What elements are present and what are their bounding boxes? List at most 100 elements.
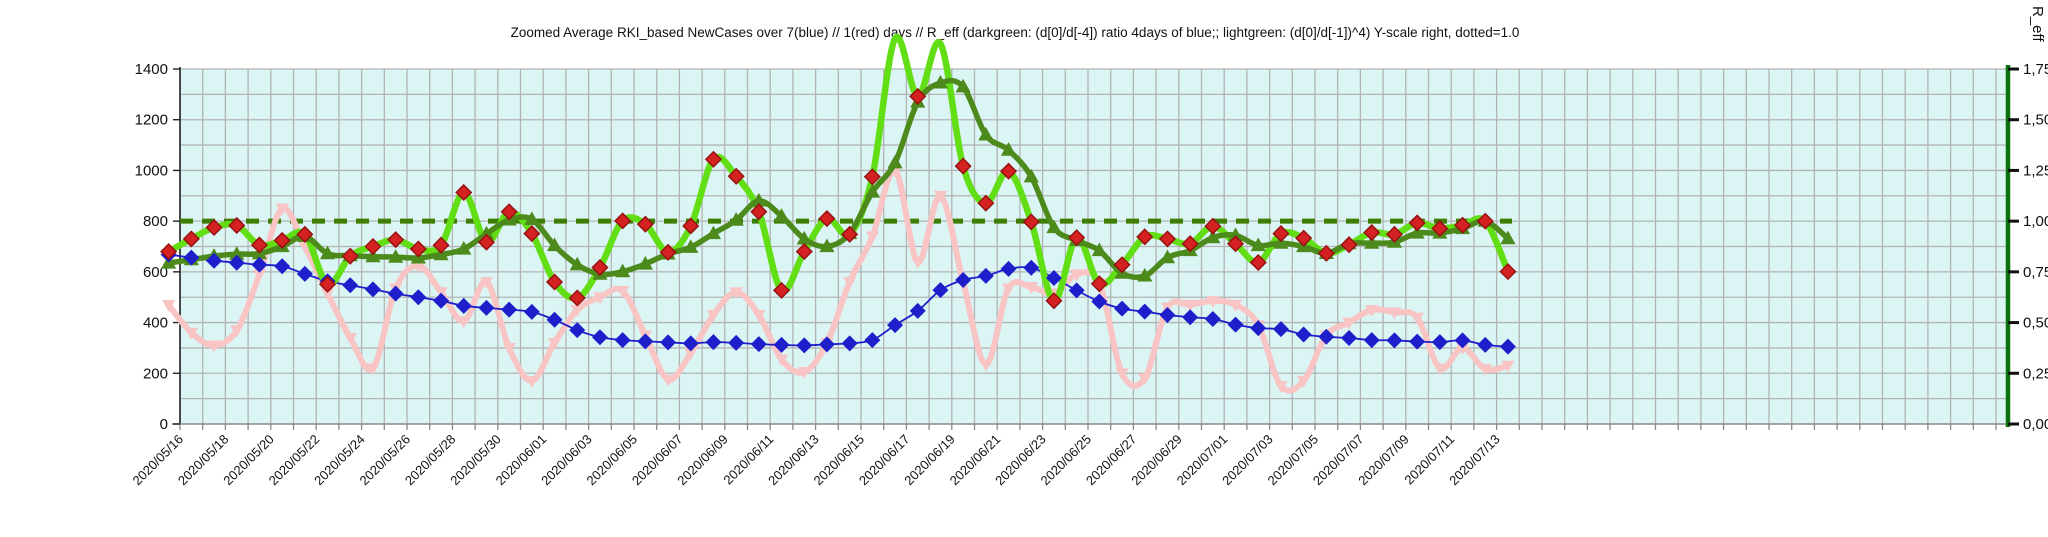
- marker-pink-triangle: [661, 374, 675, 387]
- marker-pink-triangle: [1387, 307, 1402, 320]
- y-tick-label: 1400: [135, 61, 168, 78]
- marker-red-diamond: [1136, 228, 1154, 246]
- marker-pink-triangle: [1342, 317, 1356, 330]
- marker-blue-diamond: [1363, 332, 1380, 349]
- marker-red-diamond: [296, 225, 314, 243]
- marker-darkgreen-triangle: [864, 183, 880, 198]
- marker-red-diamond: [477, 233, 496, 251]
- marker-darkgreen-triangle: [615, 263, 631, 278]
- marker-red-diamond: [1431, 219, 1449, 238]
- marker-pink-triangle: [1228, 299, 1243, 312]
- marker-pink-triangle: [457, 316, 471, 329]
- marker-darkgreen-triangle: [796, 230, 812, 245]
- marker-pink-triangle: [1478, 364, 1492, 376]
- marker-darkgreen-triangle: [932, 74, 949, 89]
- marker-red-diamond: [750, 203, 768, 221]
- marker-red-diamond: [250, 236, 269, 254]
- marker-blue-diamond: [1250, 320, 1267, 337]
- marker-darkgreen-triangle: [819, 238, 835, 253]
- marker-pink-triangle: [1024, 282, 1038, 295]
- marker-blue-diamond: [705, 334, 722, 351]
- marker-pink-triangle: [1433, 363, 1447, 376]
- marker-blue-diamond: [1386, 332, 1403, 349]
- marker-darkgreen-triangle: [456, 241, 472, 255]
- marker-red-diamond: [545, 273, 564, 291]
- marker-red-diamond: [818, 210, 836, 228]
- right-tick-label: 1,00: [2023, 213, 2048, 230]
- marker-red-diamond: [1045, 292, 1063, 310]
- marker-blue-diamond: [206, 252, 223, 269]
- marker-red-diamond: [568, 289, 586, 307]
- marker-darkgreen-triangle: [319, 245, 336, 260]
- marker-red-diamond: [182, 230, 200, 248]
- marker-blue-diamond: [977, 267, 994, 284]
- marker-blue-diamond: [410, 289, 427, 306]
- marker-red-diamond: [1204, 217, 1222, 235]
- marker-blue-diamond: [1091, 293, 1108, 310]
- marker-pink-triangle: [162, 299, 176, 312]
- marker-red-diamond: [1272, 225, 1290, 243]
- marker-red-diamond: [591, 258, 609, 277]
- marker-red-diamond: [999, 162, 1018, 180]
- marker-blue-diamond: [1227, 316, 1244, 333]
- y-tick-label: 400: [143, 315, 168, 332]
- marker-red-diamond: [841, 225, 859, 243]
- marker-pink-triangle: [1138, 373, 1152, 386]
- marker-red-diamond: [909, 87, 927, 105]
- marker-blue-diamond: [228, 254, 245, 271]
- marker-red-diamond: [1181, 235, 1199, 253]
- marker-pink-triangle: [547, 337, 562, 350]
- marker-blue-diamond: [1341, 330, 1358, 347]
- marker-pink-triangle: [1001, 283, 1016, 296]
- marker-darkgreen-triangle: [751, 192, 767, 207]
- marker-pink-triangle: [479, 277, 494, 289]
- marker-red-diamond: [863, 168, 881, 186]
- marker-blue-diamond: [864, 332, 881, 349]
- marker-pink-triangle: [1183, 299, 1197, 312]
- y-tick-label: 0: [160, 416, 168, 433]
- marker-pink-triangle: [207, 340, 221, 353]
- marker-darkgreen-triangle: [728, 212, 744, 226]
- marker-pink-triangle: [774, 354, 789, 367]
- marker-darkgreen-triangle: [1500, 230, 1516, 245]
- marker-darkgreen-triangle: [365, 248, 381, 263]
- chart-title: Zoomed Average RKI_based NewCases over 7…: [510, 25, 1520, 40]
- marker-blue-diamond: [387, 285, 404, 302]
- marker-blue-diamond: [682, 335, 699, 352]
- marker-blue-diamond: [546, 311, 563, 328]
- marker-pink-triangle: [320, 288, 335, 301]
- marker-red-diamond: [1317, 244, 1335, 262]
- marker-blue-diamond: [1499, 338, 1516, 355]
- right-tick-label: 0,25: [2023, 365, 2048, 382]
- marker-darkgreen-triangle: [1000, 142, 1017, 156]
- marker-pink-triangle: [1274, 381, 1288, 393]
- marker-blue-diamond: [955, 271, 972, 288]
- marker-blue-diamond: [614, 332, 631, 349]
- marker-pink-triangle: [1070, 269, 1084, 282]
- marker-red-diamond: [795, 243, 813, 261]
- marker-darkgreen-triangle: [546, 237, 563, 252]
- marker-darkgreen-triangle: [1159, 249, 1176, 264]
- marker-pink-triangle: [366, 363, 380, 376]
- marker-red-diamond: [228, 216, 246, 235]
- right-tick-label: 1,75: [2023, 61, 2048, 78]
- marker-blue-diamond: [750, 336, 767, 353]
- marker-darkgreen-triangle: [1023, 168, 1039, 183]
- marker-pink-triangle: [933, 190, 948, 203]
- marker-darkgreen-triangle: [1205, 229, 1221, 244]
- marker-pink-triangle: [525, 375, 539, 388]
- marker-darkgreen-triangle: [478, 225, 495, 240]
- marker-red-diamond: [1499, 263, 1517, 281]
- marker-pink-triangle: [184, 327, 198, 340]
- marker-blue-diamond: [1045, 269, 1062, 286]
- marker-pink-triangle: [1455, 343, 1470, 355]
- marker-red-diamond: [1385, 225, 1404, 243]
- marker-darkgreen-triangle: [1046, 219, 1062, 234]
- marker-blue-diamond: [1318, 328, 1335, 345]
- marker-blue-diamond: [1272, 321, 1289, 338]
- marker-red-diamond: [1226, 235, 1245, 253]
- marker-blue-diamond: [1409, 333, 1426, 350]
- marker-pink-triangle: [1297, 375, 1311, 388]
- marker-darkgreen-triangle: [1227, 227, 1244, 241]
- marker-darkgreen-triangle: [683, 239, 699, 253]
